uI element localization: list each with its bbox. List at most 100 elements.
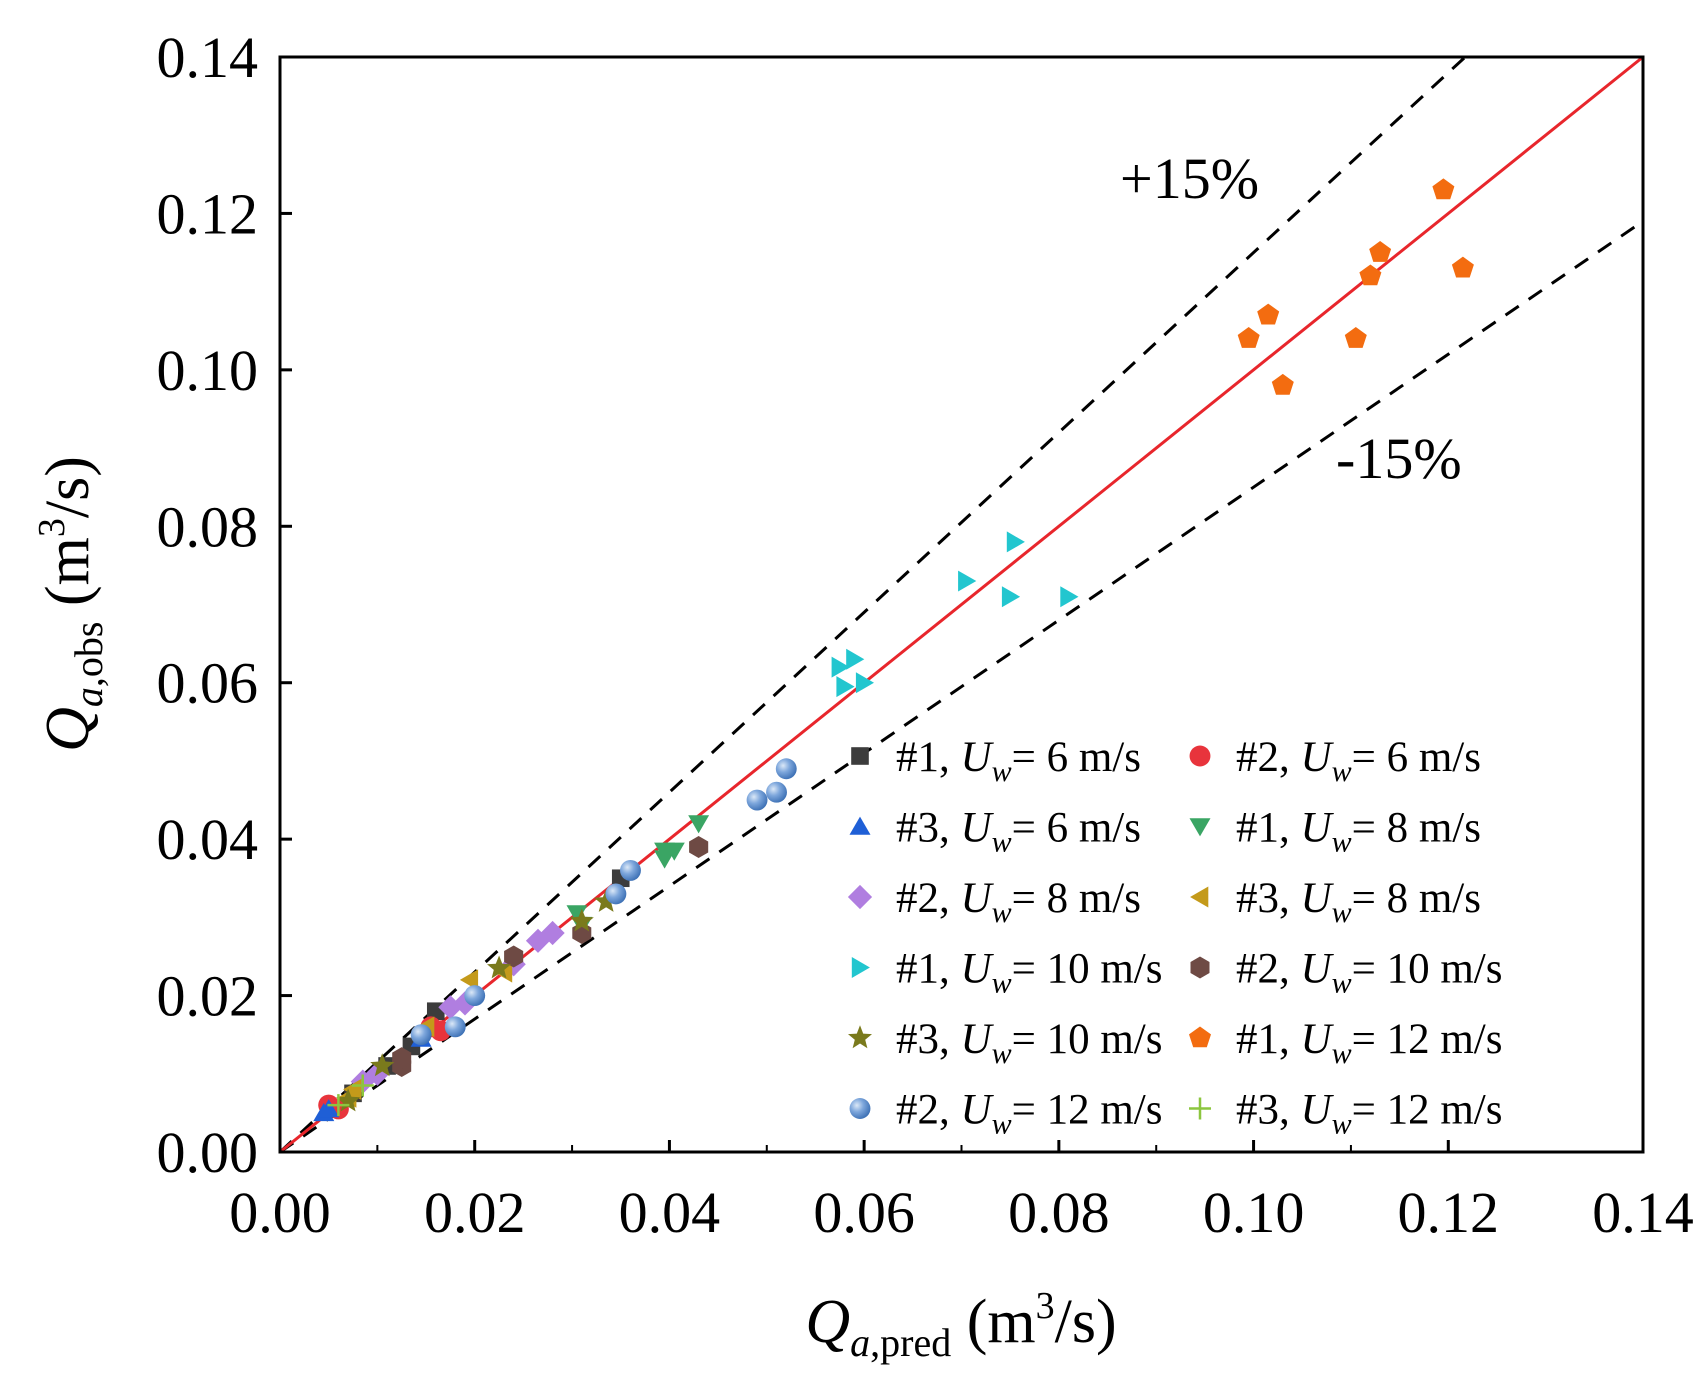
y-tick-label: 0.02 [157, 964, 259, 1029]
legend-marker [848, 1025, 872, 1049]
data-point [1359, 264, 1382, 286]
legend-marker [1190, 886, 1209, 908]
series-3-12 [327, 1074, 374, 1117]
y-tick-label: 0.12 [157, 181, 259, 246]
data-point [318, 1099, 340, 1118]
annotation-minus-15: -15% [1336, 426, 1462, 491]
data-point [504, 945, 524, 968]
data-point [836, 676, 855, 698]
data-point [351, 1074, 374, 1097]
legend-label: #2, Uw= 10 m/s [1236, 946, 1502, 1000]
legend: #1, Uw= 6 m/s #2, Uw= 6 m/s #3, Uw= 6 m/s #… [847, 734, 1502, 1141]
data-point [444, 1016, 466, 1038]
data-point [452, 991, 478, 1016]
legend-label: #2, Uw= 8 m/s [896, 875, 1141, 929]
x-tick-label: 0.10 [1203, 1180, 1305, 1245]
data-point [654, 842, 675, 861]
data-point [1369, 241, 1392, 262]
x-tick-label: 0.04 [619, 1180, 721, 1245]
legend-marker [847, 884, 873, 910]
legend-marker [849, 1098, 871, 1119]
data-point [1271, 373, 1294, 395]
x-tick-label: 0.06 [813, 1180, 915, 1245]
data-point [766, 781, 787, 803]
legend-item-3-10: #3, Uw= 10 m/s [848, 1016, 1162, 1070]
data-point [594, 889, 619, 912]
x-tick-label: 0.02 [424, 1180, 526, 1245]
data-point [1237, 327, 1260, 348]
legend-marker [851, 957, 870, 978]
data-point [1060, 586, 1079, 608]
legend-marker [1189, 1026, 1211, 1048]
legend-label: #2, Uw= 6 m/s [1236, 734, 1481, 788]
legend-label: #2, Uw= 12 m/s [896, 1087, 1162, 1141]
data-point [689, 836, 709, 858]
data-point [1257, 303, 1280, 325]
legend-item-3-6: #3, Uw= 6 m/s [849, 805, 1141, 859]
legend-label: #1, Uw= 12 m/s [1236, 1016, 1502, 1070]
data-point [1006, 531, 1025, 553]
reference-line-15-upper [280, 57, 1468, 1152]
legend-marker [849, 816, 871, 835]
data-point [569, 908, 594, 932]
data-point [775, 758, 797, 780]
legend-item-1-8: #1, Uw= 8 m/s [1189, 805, 1481, 859]
data-point [487, 955, 512, 979]
legend-label: #3, Uw= 6 m/s [896, 805, 1141, 859]
legend-marker [1190, 956, 1210, 979]
legend-marker [1189, 745, 1211, 767]
data-point [746, 789, 768, 811]
legend-marker [1189, 818, 1211, 837]
data-point [958, 570, 977, 592]
data-point [605, 883, 627, 905]
y-axis-title: Qa,obs (m3/s) [31, 456, 111, 752]
legend-item-1-12: #1, Uw= 12 m/s [1189, 1016, 1502, 1070]
data-point [370, 1053, 395, 1077]
legend-label: #3, Uw= 10 m/s [896, 1016, 1162, 1070]
y-tick-label: 0.06 [157, 651, 259, 716]
legend-label: #1, Uw= 10 m/s [896, 946, 1162, 1000]
legend-item-2-6: #2, Uw= 6 m/s [1189, 734, 1481, 788]
y-tick-label: 0.04 [157, 807, 259, 872]
legend-item-1-6: #1, Uw= 6 m/s [851, 734, 1141, 788]
data-point [464, 985, 486, 1007]
x-tick-label: 0.14 [1592, 1180, 1694, 1245]
data-point [688, 815, 710, 834]
data-point [459, 969, 479, 991]
legend-item-2-8: #2, Uw= 8 m/s [847, 875, 1141, 929]
x-tick-label: 0.12 [1398, 1180, 1500, 1245]
legend-item-3-8: #3, Uw= 8 m/s [1190, 875, 1481, 929]
series-2-12 [410, 758, 797, 1046]
data-point [1432, 178, 1455, 200]
y-tick-label: 0.10 [157, 338, 259, 403]
data-point [327, 1094, 350, 1117]
series-1-12 [1237, 178, 1474, 395]
y-tick-label: 0.00 [157, 1120, 259, 1185]
data-point [410, 1024, 432, 1046]
data-point [1344, 327, 1367, 348]
data-point [392, 1047, 412, 1070]
data-point [855, 672, 874, 694]
legend-label: #3, Uw= 8 m/s [1236, 875, 1481, 929]
data-point [831, 656, 850, 678]
x-tick-label: 0.00 [229, 1180, 331, 1245]
y-tick-label: 0.08 [157, 494, 259, 559]
legend-label: #3, Uw= 12 m/s [1236, 1087, 1502, 1141]
data-point [1451, 256, 1474, 278]
data-point [343, 1078, 362, 1100]
data-point [438, 995, 463, 1020]
y-tick-label: 0.14 [157, 25, 259, 90]
legend-item-2-10: #2, Uw= 10 m/s [1190, 946, 1502, 1000]
legend-item-2-12: #2, Uw= 12 m/s [849, 1087, 1162, 1141]
x-tick-label: 0.08 [1008, 1180, 1110, 1245]
annotation-plus-15: +15% [1120, 146, 1259, 211]
series-3-10 [336, 889, 619, 1112]
data-point [336, 1088, 361, 1112]
series-1-10 [831, 531, 1079, 698]
x-axis-title: Qa,pred (m3/s) [805, 1285, 1116, 1365]
data-point [540, 920, 565, 946]
legend-label: #1, Uw= 8 m/s [1236, 805, 1481, 859]
data-point [1001, 586, 1021, 608]
data-point [846, 648, 865, 670]
